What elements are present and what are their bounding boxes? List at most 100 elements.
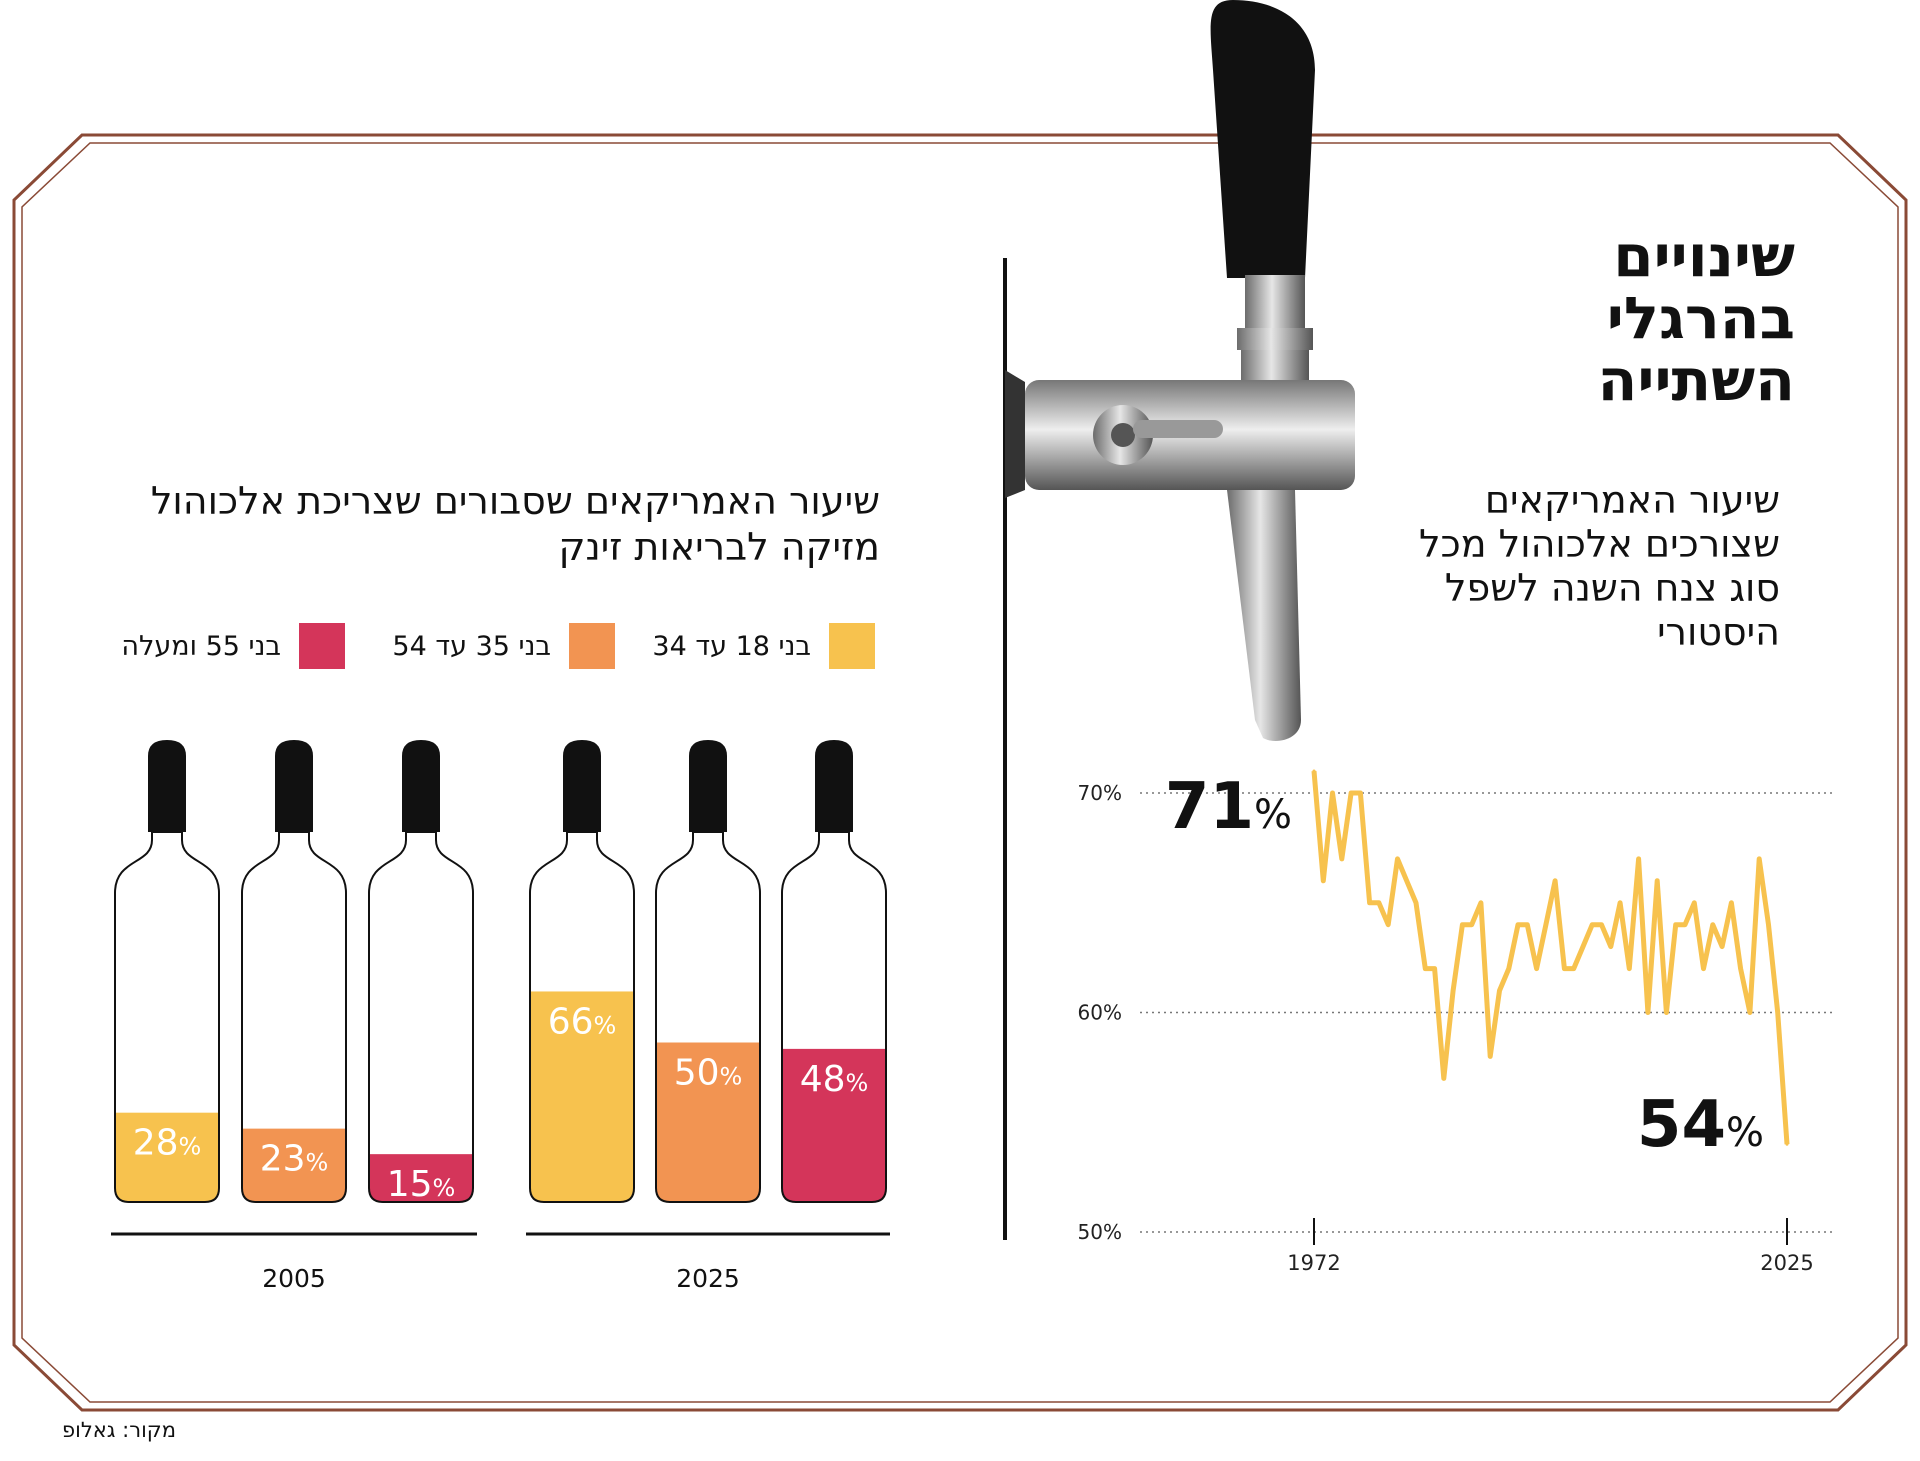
bar-fill: [242, 1128, 346, 1202]
bottle-cap: [148, 740, 186, 832]
legend-item-55-plus: בני 55 ומעלה: [121, 622, 345, 670]
bar-fill: [369, 1154, 473, 1202]
data-point: [1544, 923, 1548, 927]
data-point: [1433, 967, 1437, 971]
data-point: [1507, 967, 1511, 971]
data-point: [1766, 923, 1770, 927]
data-point: [1590, 923, 1594, 927]
legend-label-35-54: בני 35 עד 54: [392, 630, 551, 662]
data-point: [1776, 1011, 1780, 1014]
data-point: [1414, 901, 1418, 905]
start-value-annotation: 71%: [1165, 770, 1292, 844]
data-point: [1470, 923, 1474, 927]
bar-fill: [656, 1042, 760, 1202]
line-chart-subtitle: שיעור האמריקאים שצורכים אלכוהול מכל סוג …: [1419, 478, 1780, 654]
bottle-cap: [815, 740, 853, 832]
data-point: [1535, 967, 1539, 971]
data-point: [1405, 879, 1409, 883]
main-title: שינויים בהרגלי השתייה: [1597, 222, 1795, 414]
data-point: [1553, 879, 1557, 883]
series-line: [1311, 770, 1790, 1145]
source-note: מקור: גאלופ: [62, 1418, 176, 1442]
data-point: [1702, 967, 1706, 971]
data-point: [1340, 857, 1344, 861]
legend-item-35-54: בני 35 עד 54: [392, 622, 615, 670]
x-tick-label: 2025: [1760, 1251, 1813, 1275]
data-point: [1488, 1054, 1492, 1058]
data-point: [1451, 989, 1455, 993]
data-point: [1609, 945, 1613, 949]
data-point: [1358, 791, 1362, 795]
legend-label-18-34: בני 18 עד 34: [652, 630, 811, 662]
data-label: 28%: [133, 1123, 202, 1164]
bar-fill: [530, 991, 634, 1202]
bar-chart-subtitle: שיעור האמריקאים שסבורים שצריכת אלכוהול מ…: [150, 479, 880, 569]
data-point: [1395, 857, 1399, 861]
data-label: 66%: [548, 1001, 617, 1042]
line-chart: 70% 60% 50% 1972 2025 71% 54%: [1078, 769, 1835, 1275]
data-point: [1720, 945, 1724, 949]
data-point: [1646, 1011, 1650, 1014]
data-point: [1692, 901, 1696, 905]
data-label: 23%: [260, 1139, 329, 1180]
data-point: [1368, 901, 1372, 905]
data-label: 50%: [674, 1053, 743, 1094]
data-point: [1331, 791, 1335, 795]
bottle-outline: [529, 831, 635, 1203]
legend-swatch-35-54: [569, 623, 615, 669]
data-point: [1349, 791, 1353, 795]
x-tick-label: 1972: [1287, 1251, 1340, 1275]
bottle-cap: [275, 740, 313, 832]
data-label: 48%: [800, 1059, 869, 1100]
group-label: 2025: [676, 1264, 740, 1293]
bottle-outline: [781, 831, 887, 1203]
y-tick-label: 60%: [1078, 1001, 1122, 1025]
bottle-cap: [563, 740, 601, 832]
data-point: [1460, 923, 1464, 927]
data-point: [1525, 923, 1529, 927]
data-point: [1739, 967, 1743, 971]
data-point: [1627, 967, 1631, 971]
data-point: [1785, 1142, 1789, 1146]
data-point: [1600, 923, 1604, 927]
data-point: [1321, 879, 1325, 883]
data-point: [1655, 879, 1659, 883]
bottle-cap: [689, 740, 727, 832]
bottle-chart: 28% 23% 15% 2005 66% 50% 48% 2025: [111, 740, 890, 1293]
legend-swatch-55-plus: [299, 623, 345, 669]
data-point: [1637, 857, 1641, 861]
beer-tap-illustration: [1005, 0, 1355, 741]
data-point: [1572, 967, 1576, 971]
data-point: [1497, 989, 1501, 993]
y-tick-label: 70%: [1078, 781, 1122, 805]
data-point: [1562, 967, 1566, 971]
bottle-outline: [655, 831, 761, 1203]
bottle-cap: [402, 740, 440, 832]
bar-fill: [782, 1048, 886, 1202]
data-point: [1423, 967, 1427, 971]
data-point: [1711, 923, 1715, 927]
data-point: [1757, 857, 1761, 861]
y-tick-label: 50%: [1078, 1220, 1122, 1244]
data-point: [1748, 1011, 1752, 1014]
data-point: [1442, 1076, 1446, 1080]
bottle-outline: [241, 831, 347, 1203]
data-point: [1618, 901, 1622, 905]
data-point: [1683, 923, 1687, 927]
legend-item-18-34: בני 18 עד 34: [652, 622, 875, 670]
group-label: 2005: [262, 1264, 326, 1293]
data-point: [1674, 923, 1678, 927]
data-point: [1386, 923, 1390, 927]
data-point: [1729, 901, 1733, 905]
data-label: 15%: [387, 1164, 456, 1205]
data-point: [1312, 769, 1316, 773]
end-value-annotation: 54%: [1637, 1088, 1764, 1162]
bottle-outline: [368, 831, 474, 1203]
bar-fill: [115, 1112, 219, 1202]
data-point: [1377, 901, 1381, 905]
data-point: [1581, 945, 1585, 949]
data-point: [1664, 1011, 1668, 1014]
data-point: [1516, 923, 1520, 927]
legend-swatch-18-34: [829, 623, 875, 669]
legend-label-55-plus: בני 55 ומעלה: [121, 630, 281, 662]
